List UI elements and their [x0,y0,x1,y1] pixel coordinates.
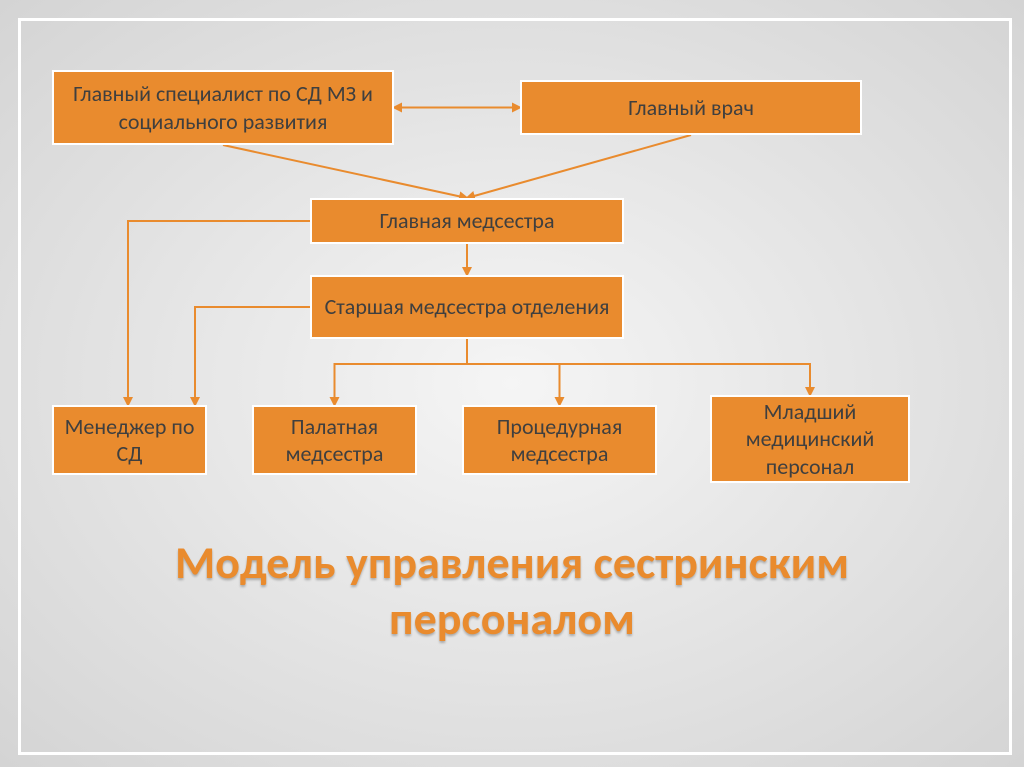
node-n7: Процедурная медсестра [462,405,657,475]
node-n2: Главный врач [520,80,862,135]
node-n4: Старшая медсестра отделения [310,275,624,339]
slide: Главный специалист по СД МЗ и социальног… [0,0,1024,767]
node-n3: Главная медсестра [310,198,624,244]
node-n1: Главный специалист по СД МЗ и социальног… [52,70,394,145]
diagram-title: Модель управления сестринским персоналом [60,535,964,647]
node-n6: Палатная медсестра [252,405,417,475]
node-n5: Менеджер по СД [52,405,207,475]
node-n8: Младший медицинский персонал [710,395,910,483]
